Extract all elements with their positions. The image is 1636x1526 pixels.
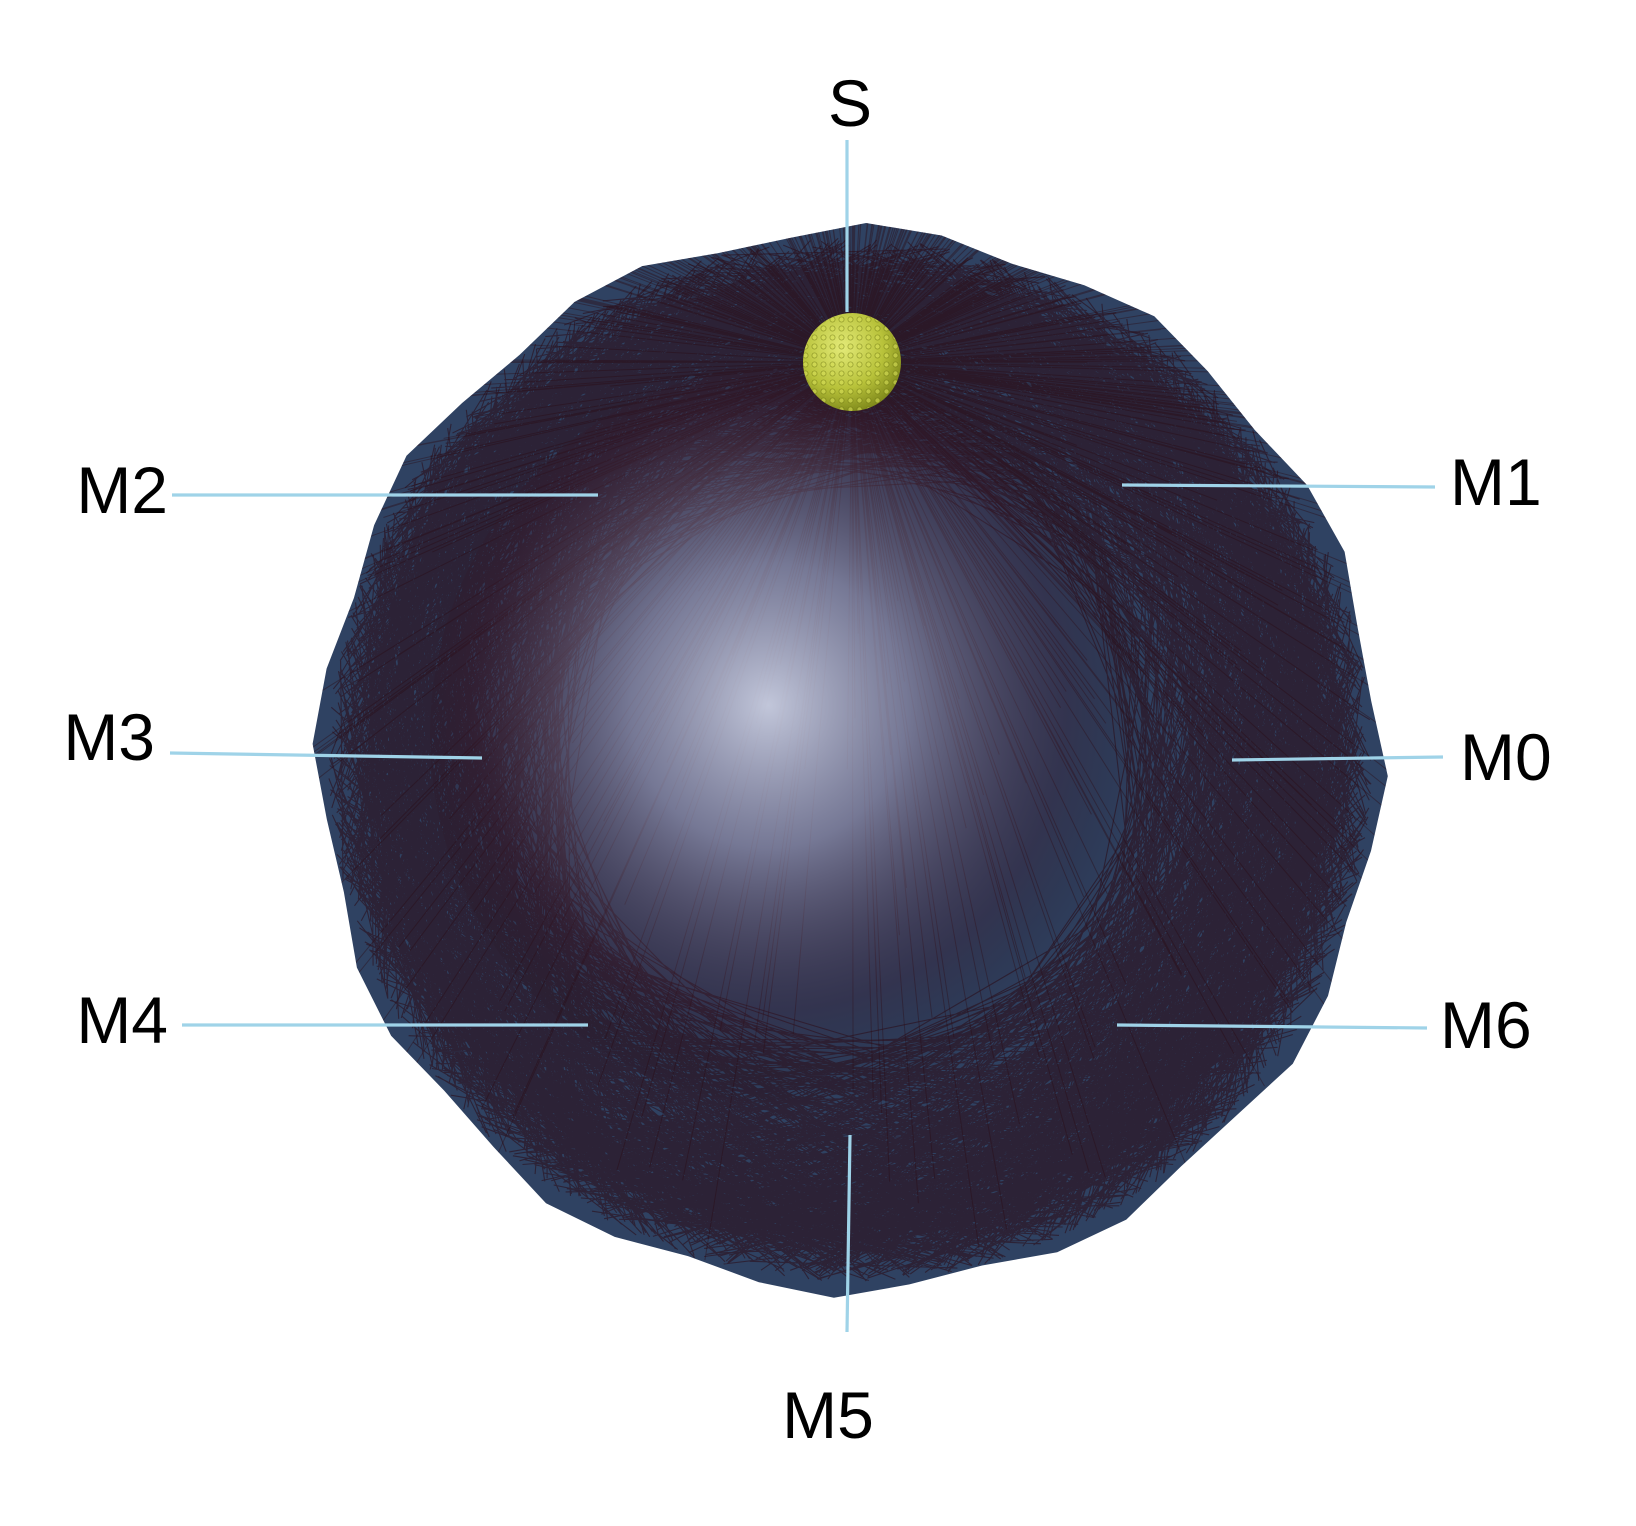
mic-label-m6: M6 xyxy=(1440,988,1532,1062)
leader-line-m0 xyxy=(1231,755,1444,762)
leader-line-m5 xyxy=(845,1134,852,1333)
source-sphere xyxy=(803,313,901,411)
mic-label-m0: M0 xyxy=(1460,720,1552,794)
mic-label-m4: M4 xyxy=(76,983,168,1057)
labels: S M1 M2 M3 M0 M4 M6 M5 xyxy=(63,66,1551,1452)
mic-label-m3: M3 xyxy=(63,700,155,774)
source-label: S xyxy=(828,66,872,140)
mic-label-m2: M2 xyxy=(76,453,168,527)
leader-line-m6 xyxy=(1116,1023,1428,1030)
sphere-core-glow xyxy=(430,365,1150,1105)
leader-line-m3 xyxy=(169,751,483,760)
mic-label-m1: M1 xyxy=(1450,445,1542,519)
leader-lines xyxy=(169,140,1444,1333)
room-sphere xyxy=(312,223,1388,1298)
leader-line-m1 xyxy=(1121,483,1436,489)
mic-label-m5: M5 xyxy=(782,1378,874,1452)
